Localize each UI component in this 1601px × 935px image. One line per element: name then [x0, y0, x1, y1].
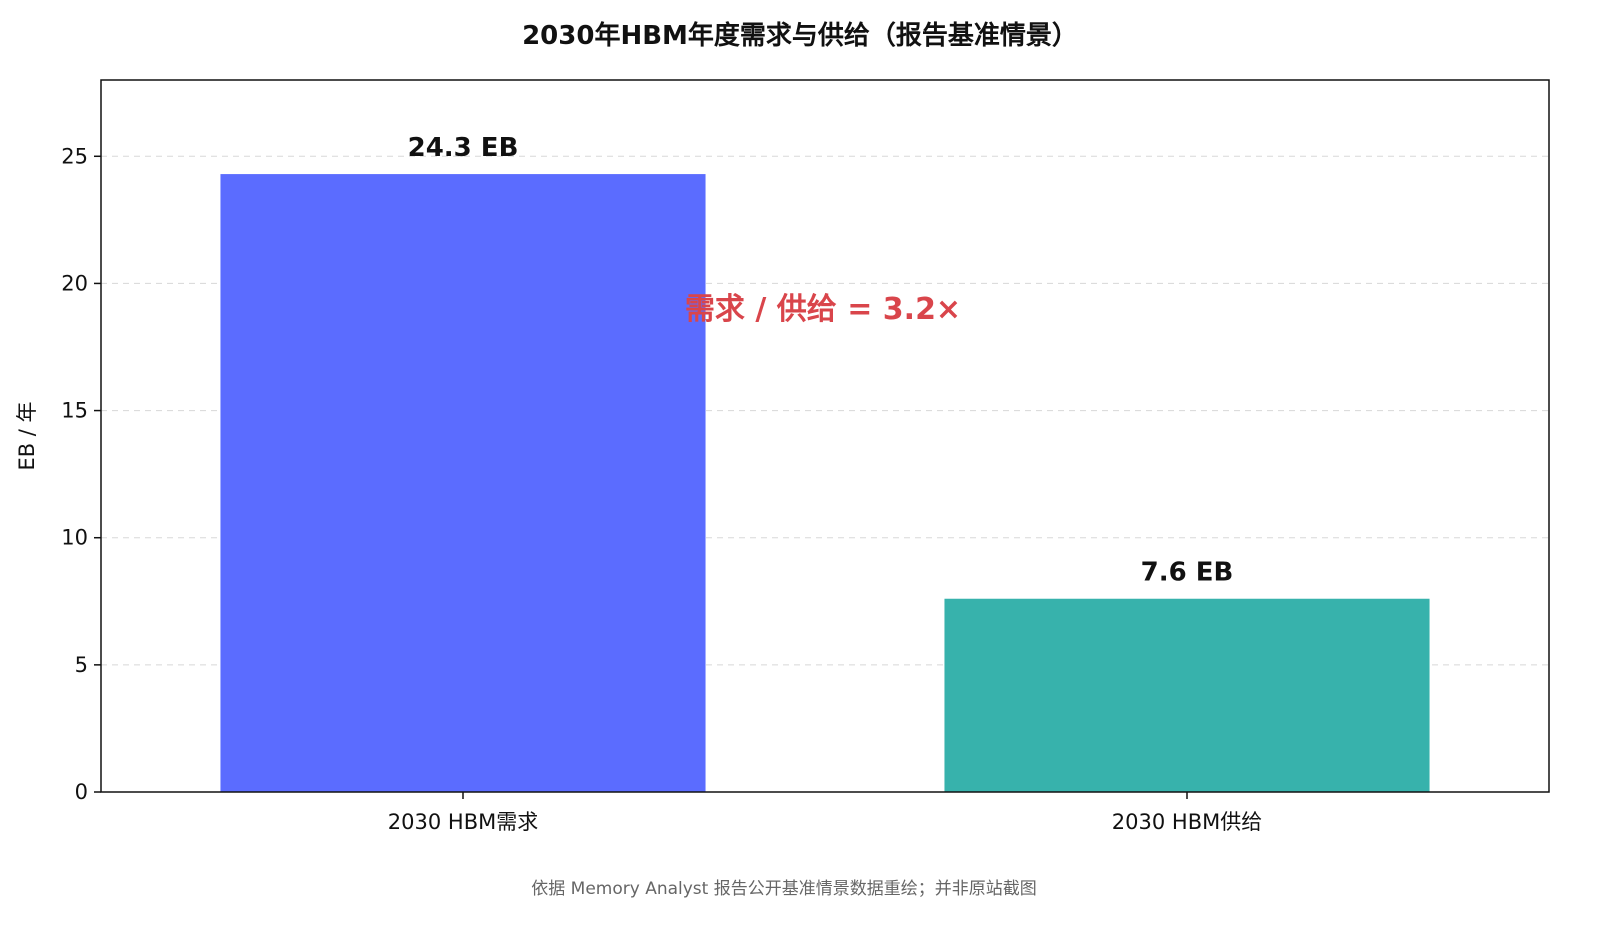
- x-axis: 2030 HBM需求 2030 HBM供给: [388, 792, 1262, 834]
- bar-value-label: 7.6 EB: [1141, 558, 1234, 588]
- chart-title: 2030年HBM年度需求与供给（报告基准情景）: [522, 20, 1078, 51]
- x-tick-label: 2030 HBM供给: [1112, 810, 1262, 834]
- y-axis-label: EB / 年: [15, 401, 39, 470]
- bar-demand: [220, 174, 706, 793]
- y-tick-label: 0: [75, 780, 88, 804]
- source-footnote: 依据 Memory Analyst 报告公开基准情景数据重绘；并非原站截图: [531, 879, 1036, 899]
- bars: [220, 174, 1430, 793]
- y-tick-label: 25: [61, 144, 88, 168]
- y-tick-label: 20: [61, 271, 88, 295]
- x-tick-label: 2030 HBM需求: [388, 810, 538, 834]
- bar-value-label: 24.3 EB: [408, 133, 519, 163]
- y-tick-label: 10: [61, 526, 88, 550]
- bar-value-labels: 24.3 EB 7.6 EB: [408, 133, 1234, 588]
- y-axis: 0 5 10 15 20 25: [61, 144, 101, 804]
- y-tick-label: 5: [75, 653, 88, 677]
- ratio-annotation: 需求 / 供给 = 3.2×: [685, 292, 961, 327]
- y-tick-label: 15: [61, 399, 88, 423]
- bar-supply: [944, 598, 1430, 792]
- plot-frame: [100, 79, 1550, 793]
